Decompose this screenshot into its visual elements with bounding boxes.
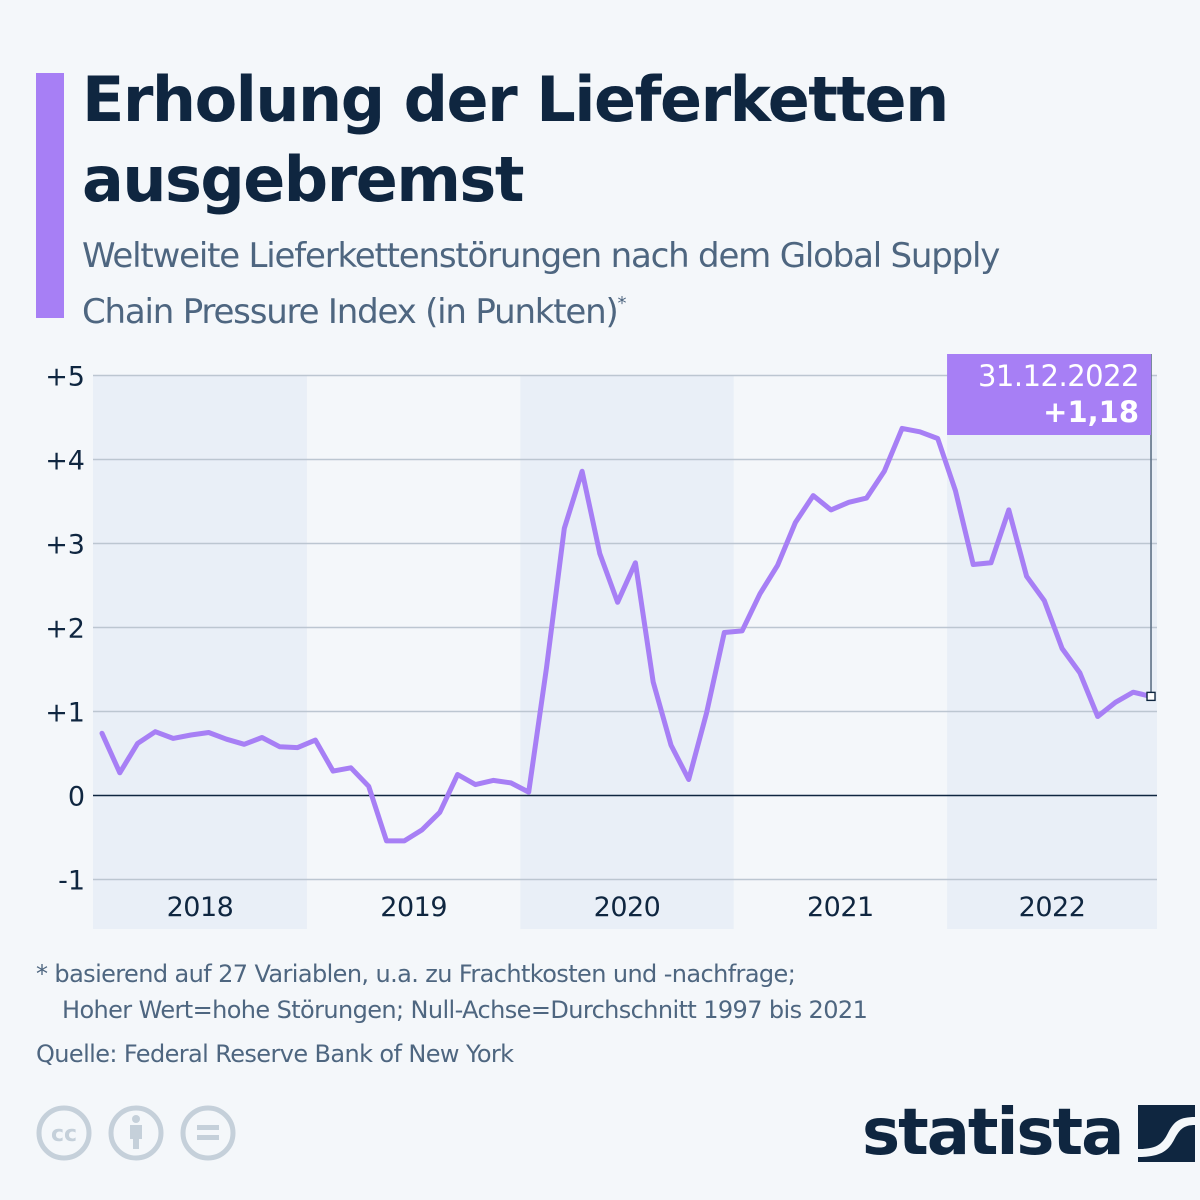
year-band-2020 (520, 375, 734, 929)
title-line-2: ausgebremst (82, 143, 524, 216)
y-tick-label: +3 (45, 530, 85, 561)
year-bands (93, 375, 1157, 929)
statista-logo-icon (1138, 1104, 1196, 1162)
subtitle-line-2-text: Chain Pressure Index (in Punkten) (82, 292, 619, 332)
attribution-icon[interactable] (108, 1105, 164, 1161)
footnote: * basierend auf 27 Variablen, u.a. zu Fr… (36, 956, 1136, 1028)
x-tick-label: 2022 (1019, 892, 1086, 923)
last-point-marker (1146, 691, 1156, 702)
x-tick-label: 2021 (807, 892, 874, 923)
year-band-2022 (947, 375, 1157, 929)
cc-icon[interactable]: cc (36, 1105, 92, 1161)
no-derivatives-icon[interactable] (180, 1105, 236, 1161)
y-tick-label: +5 (45, 362, 85, 393)
year-band-2018 (93, 375, 307, 929)
title-line-1: Erholung der Lieferketten (82, 63, 949, 136)
subtitle-line-1: Weltweite Lieferkettenstörungen nach dem… (82, 236, 1000, 276)
page-title: Erholung der Lieferketten ausgebremst (82, 60, 1162, 220)
annotation-value: +1,18 (1043, 395, 1139, 429)
subtitle-footnote-marker: * (617, 293, 627, 314)
logo-text: statista (862, 1096, 1124, 1170)
subtitle: Weltweite Lieferkettenstörungen nach dem… (82, 232, 1172, 336)
series-line (99, 425, 1154, 844)
title-accent-bar (36, 73, 64, 318)
footnote-line-1: * basierend auf 27 Variablen, u.a. zu Fr… (36, 960, 796, 988)
svg-text:cc: cc (51, 1122, 77, 1147)
statista-logo[interactable]: statista (862, 1096, 1196, 1170)
annotation-date: 31.12.2022 (978, 359, 1139, 393)
subtitle-line-2: Chain Pressure Index (in Punkten)* (82, 280, 1172, 336)
y-tick-label: +4 (45, 446, 85, 477)
y-tick-label: 0 (68, 782, 85, 813)
license-icons: cc (36, 1105, 236, 1161)
annotation: 31.12.2022+1,18 (947, 354, 1152, 697)
line-chart: +5 +4 +3 +2 +1 0 -1 2018 2019 2020 2021 2022 31.12… (45, 354, 1157, 929)
annotation-box (947, 354, 1152, 435)
footnote-line-2: Hoher Wert=hohe Störungen; Null-Achse=Du… (62, 996, 868, 1024)
x-tick-label: 2019 (380, 892, 447, 923)
y-tick-label: +2 (45, 614, 85, 645)
x-tick-label: 2020 (594, 892, 661, 923)
y-tick-label: +1 (45, 698, 85, 729)
y-axis-ticks: +5 +4 +3 +2 +1 0 -1 (45, 362, 85, 897)
x-axis-year-labels: 2018 2019 2020 2021 2022 (167, 892, 1086, 923)
x-tick-label: 2018 (167, 892, 234, 923)
source-text: Quelle: Federal Reserve Bank of New York (36, 1040, 514, 1068)
series-layer (99, 425, 1156, 844)
y-tick-label: -1 (58, 866, 85, 897)
